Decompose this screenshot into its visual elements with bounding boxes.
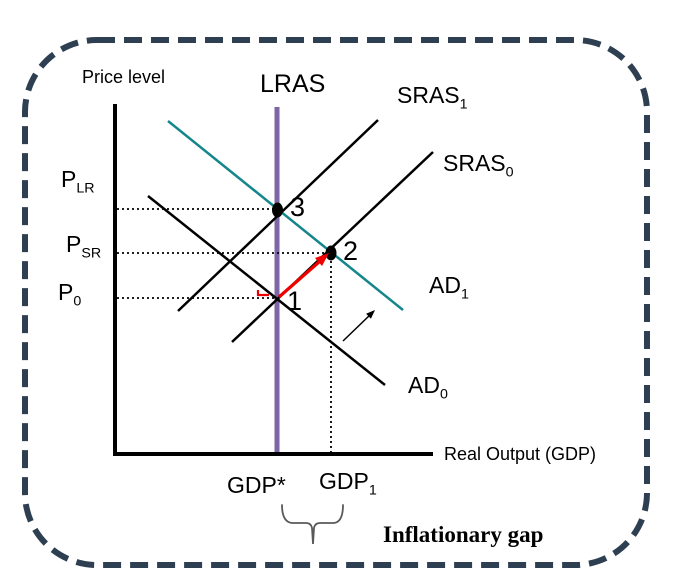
sras1-label: SRAS1 [397,82,468,112]
sras1-label-base: SRAS [397,82,460,108]
p-sr-label: PSR [66,231,101,261]
ad-shift-arrow-head [366,310,375,319]
ad1-label-sub: 1 [460,286,469,303]
point-2-label: 2 [343,236,359,266]
x-axis-label: Real Output (GDP) [444,444,597,464]
ad0-label-sub: 0 [439,386,448,403]
inflationary-gap-label: Inflationary gap [383,522,544,547]
ad1-curve [167,120,404,311]
dashed-border [22,37,650,568]
gdp1-label-base: GDP [319,468,369,494]
p-lr-label-sub: LR [76,180,95,197]
sras0-label-base: SRAS [443,150,506,176]
red-shift-arrow-head [315,253,329,266]
sras0-label-sub: 0 [505,164,514,181]
ad-shift-arrow-shaft [342,313,372,342]
point-3-label: 3 [290,192,306,222]
p-lr-label-base: P [61,166,77,192]
lras-label: LRAS [260,70,326,98]
p0-label-sub: 0 [73,293,82,310]
red-arrow-tail-tick [256,290,269,297]
p0-label: P0 [58,279,81,309]
point-2-dot [325,245,337,261]
point-1-label: 1 [287,286,303,316]
gdp1-label-sub: 1 [368,482,377,499]
ad0-label: AD0 [408,372,448,402]
p0-label-base: P [58,279,74,305]
sras1-label-sub: 1 [459,96,468,113]
y-axis-label: Price level [82,67,166,87]
point-3-dot [272,202,283,218]
ad1-label: AD1 [429,272,469,302]
ad1-label-base: AD [429,272,461,298]
gdp-star-label: GDP* [227,472,286,498]
ad0-label-base: AD [408,372,440,398]
gdp1-label: GDP1 [319,468,377,498]
p-lr-label: PLR [61,166,95,196]
ad0-curve [147,195,386,386]
red-shift-arrow-shaft [277,260,321,299]
sras0-label: SRAS0 [443,150,514,180]
p-sr-label-base: P [66,231,82,257]
p-sr-label-sub: SR [81,245,102,262]
inflationary-gap-brace [281,504,344,545]
